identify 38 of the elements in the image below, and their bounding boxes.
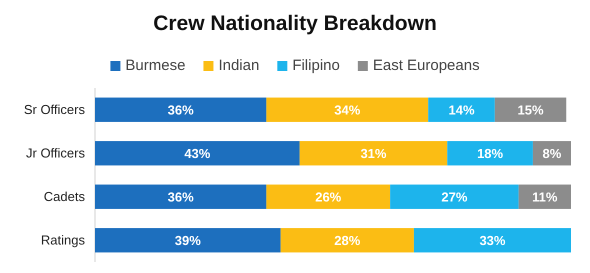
data-label: 11% — [532, 189, 558, 204]
data-label: 15% — [518, 102, 544, 118]
data-label: 34% — [334, 102, 361, 118]
data-label: 43% — [184, 146, 211, 161]
data-label: 14% — [448, 102, 475, 118]
legend-label: Burmese — [125, 57, 186, 74]
bar — [95, 141, 300, 166]
data-label: 18% — [477, 146, 504, 161]
data-label: 39% — [174, 232, 202, 248]
bar — [428, 98, 495, 122]
data-label: 26% — [315, 189, 342, 204]
bar — [300, 141, 448, 166]
bar — [266, 98, 428, 122]
bar — [280, 228, 414, 252]
bar — [95, 228, 281, 252]
y-tick-label: Ratings — [40, 232, 86, 248]
y-tick-label: Sr Officers — [24, 102, 86, 117]
bar — [95, 98, 266, 122]
bar — [95, 184, 266, 209]
chart-title: Crew Nationality Breakdown — [153, 12, 437, 35]
y-tick-label: Cadets — [44, 188, 86, 204]
bar — [447, 141, 533, 166]
data-label: 8% — [542, 146, 562, 161]
bar — [266, 184, 390, 209]
legend-label: East Europeans — [372, 57, 480, 74]
data-label: 31% — [360, 146, 387, 161]
y-tick-label: Jr Officers — [26, 145, 86, 160]
bar — [390, 184, 519, 209]
bar — [518, 184, 571, 209]
data-label: 28% — [334, 232, 361, 248]
legend-label: Indian — [218, 57, 260, 74]
data-label: 36% — [168, 102, 194, 118]
data-label: 27% — [441, 189, 468, 204]
legend-label: Filipino — [292, 57, 340, 74]
bar — [494, 98, 566, 122]
bar — [414, 228, 571, 252]
data-label: 36% — [168, 189, 194, 204]
data-label: 33% — [479, 232, 506, 248]
